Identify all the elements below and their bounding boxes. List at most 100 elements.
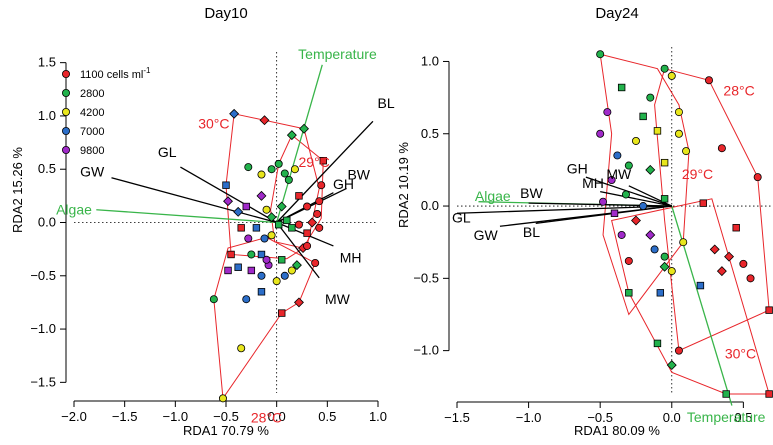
data-point xyxy=(753,173,762,182)
data-point xyxy=(262,255,271,264)
data-point xyxy=(631,215,641,226)
data-point xyxy=(660,252,669,261)
data-point xyxy=(294,220,303,229)
chart-title: Day24 xyxy=(595,5,638,22)
vector-line xyxy=(96,209,277,224)
vector-label: BW xyxy=(520,185,543,201)
legend-marker xyxy=(62,89,71,98)
vector-line xyxy=(111,177,277,224)
data-point xyxy=(696,281,705,290)
data-point xyxy=(746,274,755,283)
data-point xyxy=(699,199,707,207)
y-tick-label: −1.0 xyxy=(413,343,439,358)
vector-label: Temperature xyxy=(298,46,377,62)
hull-polygon xyxy=(225,113,320,260)
data-point xyxy=(229,108,240,119)
legend-label: 7000 xyxy=(80,126,104,138)
y-tick-label: 1.0 xyxy=(38,108,56,123)
data-point xyxy=(224,266,232,275)
data-point xyxy=(272,277,281,286)
data-point xyxy=(674,129,683,138)
y-tick-label: 0.0 xyxy=(421,198,439,213)
data-point xyxy=(291,260,302,271)
y-axis-label: RDA2 15.26 % xyxy=(10,147,25,233)
x-tick-label: 1.0 xyxy=(369,409,387,424)
data-point xyxy=(233,206,244,217)
legend-label: 2800 xyxy=(80,88,104,100)
x-tick-label: −0.5 xyxy=(587,410,613,425)
legend-label-text: 7000 xyxy=(80,126,104,138)
vector-line xyxy=(276,120,374,223)
data-point xyxy=(650,245,659,254)
data-point xyxy=(315,223,324,232)
x-tick-label: 0.0 xyxy=(268,409,286,424)
vector-line xyxy=(276,222,320,279)
data-point xyxy=(257,170,266,179)
data-point xyxy=(259,115,270,126)
vector-label: GW xyxy=(80,163,105,179)
data-point xyxy=(276,201,287,212)
data-point xyxy=(295,192,303,200)
chart-title: Day10 xyxy=(204,5,247,22)
data-point xyxy=(262,205,271,214)
data-point xyxy=(660,158,669,167)
data-point xyxy=(653,127,662,135)
x-tick-label: 0.0 xyxy=(663,410,681,425)
hull-polygon xyxy=(611,198,770,395)
vector-label: MH xyxy=(340,250,362,266)
data-point xyxy=(624,256,633,265)
y-tick-label: 0.5 xyxy=(38,161,56,176)
x-tick-label: −1.5 xyxy=(112,409,138,424)
data-point xyxy=(613,151,622,160)
data-point xyxy=(283,216,291,225)
vector-line xyxy=(585,176,672,207)
temperature-label: 30°C xyxy=(198,115,229,131)
data-point xyxy=(674,108,683,117)
data-point xyxy=(722,390,730,398)
legend-label-text: 2800 xyxy=(80,88,104,100)
data-point xyxy=(237,224,245,232)
data-point xyxy=(666,360,677,371)
y-tick-label: 1.0 xyxy=(421,53,439,68)
data-point xyxy=(313,209,322,218)
vector-line xyxy=(456,205,672,214)
vector-label: Temperature xyxy=(687,409,766,425)
temperature-label: 30°C xyxy=(725,346,756,362)
vector-label: BL xyxy=(378,95,395,111)
data-point xyxy=(242,202,250,211)
data-point xyxy=(679,238,688,247)
legend-marker xyxy=(62,108,71,117)
data-point xyxy=(299,123,309,134)
data-point xyxy=(227,250,235,259)
data-point xyxy=(290,165,299,174)
data-point xyxy=(659,261,670,272)
x-axis-label: RDA1 80.09 % xyxy=(574,423,660,438)
data-point xyxy=(252,224,261,232)
data-point xyxy=(653,339,662,348)
x-tick-label: 0.5 xyxy=(318,409,336,424)
temperature-label: 28°C xyxy=(251,410,282,426)
data-point xyxy=(596,129,605,138)
data-point xyxy=(617,83,626,92)
vector-label: GL xyxy=(158,144,177,160)
data-point xyxy=(257,288,266,296)
hull-polygon xyxy=(599,53,690,316)
data-point xyxy=(724,251,735,262)
data-point xyxy=(257,250,266,259)
data-point xyxy=(223,196,233,207)
vector-label: GH xyxy=(567,160,588,176)
data-point xyxy=(260,234,269,243)
data-point xyxy=(257,271,266,280)
data-point xyxy=(280,271,289,280)
x-tick-label: −2.0 xyxy=(61,409,87,424)
data-point xyxy=(645,164,656,175)
data-point xyxy=(242,295,251,304)
data-point xyxy=(274,159,283,168)
data-point xyxy=(274,220,283,229)
x-tick-label: −1.5 xyxy=(444,410,470,425)
vector-label: GW xyxy=(474,227,499,243)
data-point xyxy=(639,202,648,211)
x-axis-label: RDA1 70.79 % xyxy=(183,423,269,438)
data-point xyxy=(674,346,683,355)
